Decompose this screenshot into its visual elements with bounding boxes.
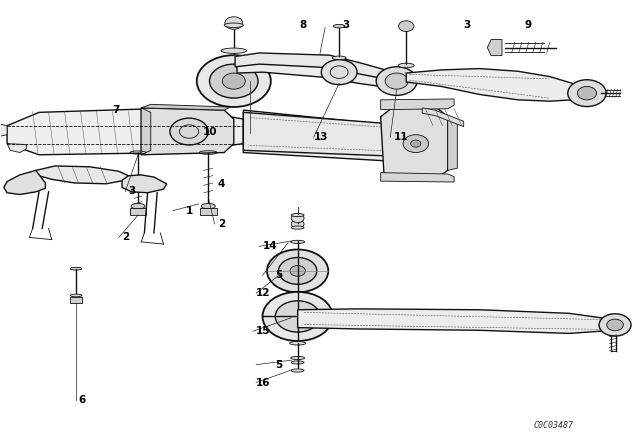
Polygon shape xyxy=(70,297,83,302)
Ellipse shape xyxy=(291,214,304,217)
Polygon shape xyxy=(237,59,400,86)
Polygon shape xyxy=(141,104,230,110)
Ellipse shape xyxy=(131,203,145,209)
Text: 11: 11 xyxy=(394,132,408,142)
Text: 3: 3 xyxy=(464,20,471,30)
Text: 5: 5 xyxy=(275,270,282,280)
Polygon shape xyxy=(200,208,216,215)
Polygon shape xyxy=(122,175,167,193)
Circle shape xyxy=(399,21,414,31)
Circle shape xyxy=(290,266,305,276)
Circle shape xyxy=(278,258,317,284)
Polygon shape xyxy=(487,39,502,56)
Polygon shape xyxy=(406,69,582,101)
Circle shape xyxy=(262,292,333,341)
Polygon shape xyxy=(422,108,464,127)
Text: C0C03487: C0C03487 xyxy=(533,422,573,431)
Ellipse shape xyxy=(221,48,246,53)
Ellipse shape xyxy=(224,23,243,27)
Polygon shape xyxy=(0,124,7,137)
Polygon shape xyxy=(381,99,454,110)
Text: 13: 13 xyxy=(314,132,328,142)
Circle shape xyxy=(568,80,606,107)
Ellipse shape xyxy=(291,357,305,360)
Circle shape xyxy=(607,319,623,331)
Text: 3: 3 xyxy=(129,185,136,195)
Text: 4: 4 xyxy=(218,179,225,189)
Text: 8: 8 xyxy=(300,20,307,30)
Ellipse shape xyxy=(70,294,82,297)
Polygon shape xyxy=(141,108,234,155)
Ellipse shape xyxy=(290,341,306,345)
Polygon shape xyxy=(243,110,416,161)
Ellipse shape xyxy=(291,369,304,372)
Circle shape xyxy=(222,73,245,89)
Polygon shape xyxy=(448,117,458,170)
Polygon shape xyxy=(130,208,147,215)
Circle shape xyxy=(209,64,258,98)
Circle shape xyxy=(376,67,417,95)
Text: 2: 2 xyxy=(122,233,129,242)
Circle shape xyxy=(411,140,421,147)
Circle shape xyxy=(196,55,271,107)
Circle shape xyxy=(267,250,328,293)
Polygon shape xyxy=(4,170,45,194)
Polygon shape xyxy=(36,166,129,184)
Circle shape xyxy=(170,118,208,145)
Ellipse shape xyxy=(291,226,304,229)
Ellipse shape xyxy=(201,203,215,209)
Circle shape xyxy=(291,214,304,223)
Circle shape xyxy=(385,73,408,89)
Ellipse shape xyxy=(333,24,345,28)
Ellipse shape xyxy=(398,63,414,68)
Text: 5: 5 xyxy=(275,360,282,370)
Polygon shape xyxy=(243,112,435,157)
Text: 6: 6 xyxy=(79,396,86,405)
Polygon shape xyxy=(7,144,26,152)
Text: 15: 15 xyxy=(256,326,271,336)
Text: 3: 3 xyxy=(342,20,349,30)
Text: 7: 7 xyxy=(113,105,120,115)
Text: 2: 2 xyxy=(218,219,225,229)
Polygon shape xyxy=(381,106,448,180)
Ellipse shape xyxy=(332,56,346,60)
Circle shape xyxy=(577,86,596,100)
Circle shape xyxy=(291,220,304,228)
Text: 12: 12 xyxy=(256,288,271,298)
Ellipse shape xyxy=(70,267,82,270)
Ellipse shape xyxy=(291,361,304,364)
Circle shape xyxy=(403,135,429,152)
Text: 10: 10 xyxy=(203,127,218,138)
Polygon shape xyxy=(298,309,614,333)
Circle shape xyxy=(275,301,320,332)
Text: 1: 1 xyxy=(186,206,193,215)
Circle shape xyxy=(225,17,243,29)
Ellipse shape xyxy=(291,240,305,243)
Circle shape xyxy=(321,60,357,85)
Polygon shape xyxy=(235,53,397,81)
Text: 9: 9 xyxy=(524,20,531,30)
Polygon shape xyxy=(381,172,454,182)
Polygon shape xyxy=(141,108,151,155)
Polygon shape xyxy=(7,108,243,155)
Text: 16: 16 xyxy=(256,378,271,388)
Circle shape xyxy=(599,314,631,336)
Text: 14: 14 xyxy=(262,241,277,251)
